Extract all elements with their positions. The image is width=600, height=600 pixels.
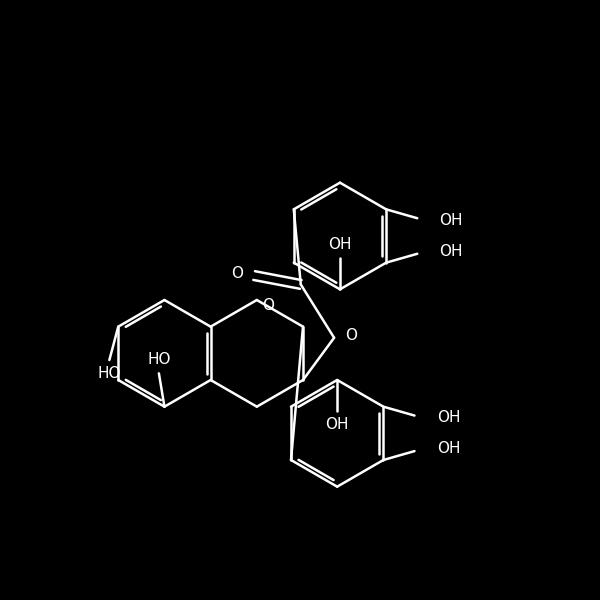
Text: OH: OH	[437, 442, 460, 457]
Text: OH: OH	[325, 417, 349, 432]
Text: OH: OH	[439, 213, 463, 228]
Text: O: O	[231, 266, 243, 281]
Text: HO: HO	[147, 352, 170, 367]
Text: HO: HO	[98, 366, 121, 381]
Text: OH: OH	[437, 410, 460, 425]
Text: O: O	[345, 328, 357, 343]
Text: O: O	[262, 298, 274, 313]
Text: OH: OH	[439, 244, 463, 259]
Text: OH: OH	[328, 238, 352, 253]
